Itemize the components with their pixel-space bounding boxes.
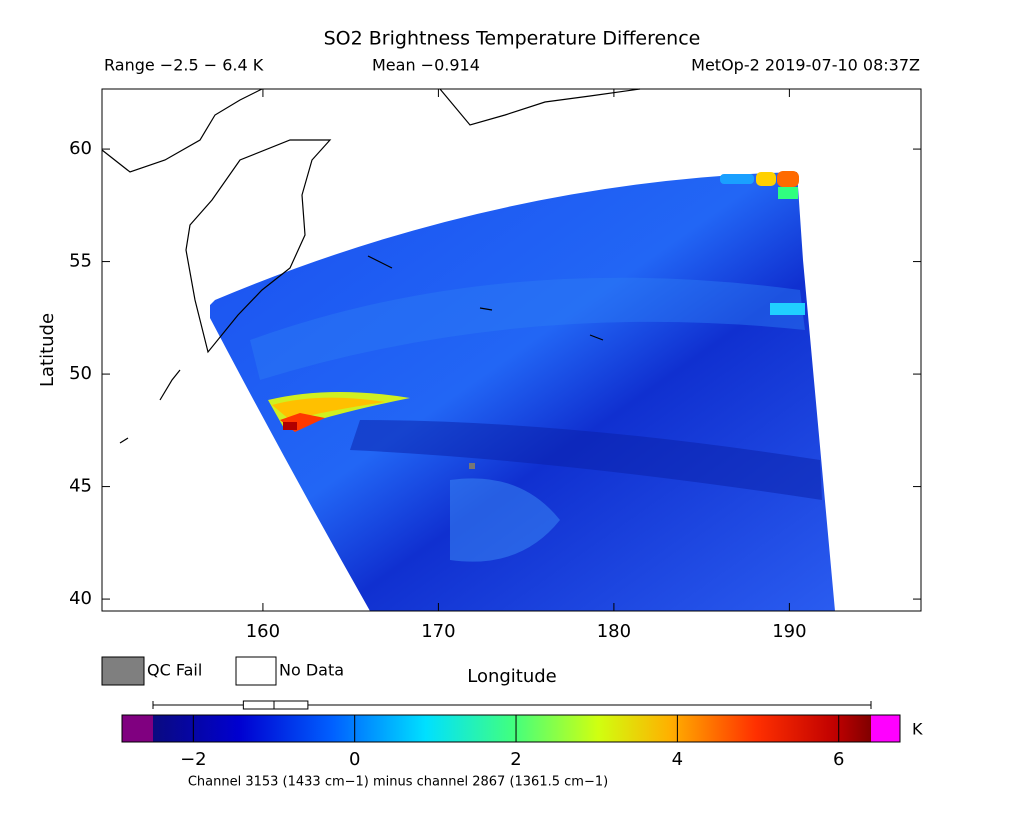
qc-fail-swatch (101, 656, 145, 686)
x-tick-label: 190 (772, 621, 806, 642)
swath (210, 171, 835, 611)
y-axis-label: Latitude (37, 313, 58, 387)
no-data-label: No Data (279, 661, 344, 680)
range-label: Range −2.5 − 6.4 K (104, 56, 264, 75)
colorbar-under (122, 715, 153, 742)
coastline (101, 88, 641, 444)
map-frame (101, 88, 922, 612)
source-label: MetOp-2 2019-07-10 08:37Z (691, 56, 920, 75)
y-tick-label: 45 (69, 476, 92, 497)
mean-label: Mean −0.914 (372, 56, 480, 75)
colorbar-tick-label: 0 (349, 749, 360, 770)
x-tick-label: 180 (597, 621, 631, 642)
colorbar-over (871, 715, 900, 742)
qc-fail-label: QC Fail (147, 661, 202, 680)
colorbar-tick-label: 6 (833, 749, 844, 770)
y-tick-label: 40 (69, 588, 92, 609)
colorbar (153, 715, 871, 742)
no-data-swatch (235, 656, 277, 686)
colorbar-frame (121, 714, 901, 743)
colorbar-unit: K (912, 720, 923, 739)
y-tick-label: 55 (69, 251, 92, 272)
title: SO2 Brightness Temperature Difference (324, 28, 701, 50)
y-tick-label: 60 (69, 138, 92, 159)
x-tick-label: 170 (421, 621, 455, 642)
colorbar-tick-label: 2 (510, 749, 521, 770)
x-axis-label: Longitude (467, 666, 557, 687)
x-tick-label: 160 (246, 621, 280, 642)
box (242, 700, 309, 710)
colorbar-caption: Channel 3153 (1433 cm−1) minus channel 2… (188, 775, 608, 790)
colorbar-tick-label: −2 (180, 749, 207, 770)
y-tick-label: 50 (69, 363, 92, 384)
colorbar-tick-label: 4 (672, 749, 683, 770)
